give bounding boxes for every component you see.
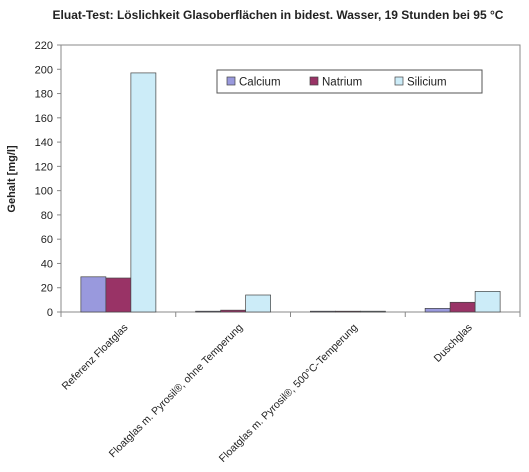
y-tick-label: 40	[41, 258, 53, 270]
bar-calcium	[195, 310, 221, 313]
y-tick-label: 0	[47, 307, 53, 319]
y-tick-label: 200	[35, 64, 53, 76]
legend-swatch	[309, 76, 319, 86]
legend-label: Natrium	[322, 77, 362, 89]
y-tick-label: 140	[35, 137, 53, 149]
chart-title: Eluat-Test: Löslichkeit Glasoberflächen …	[53, 8, 504, 22]
y-tick-label: 220	[35, 40, 53, 52]
legend: Calcium Natrium Silicium	[216, 69, 483, 94]
y-axis-label: Gehalt [mg/l]	[6, 145, 18, 213]
bar-calcium	[310, 310, 336, 313]
x-tick-label: Duschglas	[432, 322, 475, 365]
bar-calcium	[424, 308, 451, 313]
legend-label: Silicium	[407, 77, 447, 89]
bar-silicium	[360, 310, 386, 313]
bar-silicium	[245, 294, 271, 313]
legend-box	[216, 69, 483, 94]
legend-label: Calcium	[239, 77, 281, 89]
bar-natrium	[335, 310, 361, 313]
bar-natrium	[105, 277, 132, 313]
plot-area: 0 20 40 60 80 100 120 140 160 180 200 220 Referenz F…	[35, 40, 521, 465]
bar-natrium	[220, 309, 246, 313]
y-tick-label: 60	[41, 234, 53, 246]
y-tick-label: 80	[41, 210, 53, 222]
bar-calcium	[80, 276, 107, 313]
y-tick-label: 180	[35, 89, 53, 101]
x-tick-label: Referenz Floatglas	[60, 322, 131, 393]
legend-swatch	[394, 76, 404, 86]
bar-natrium	[449, 301, 476, 313]
y-tick-label: 120	[35, 161, 53, 173]
bar-silicium	[130, 72, 157, 313]
x-tick-label: Floatglas m. Pyrosil®, 500°C-Temperung	[217, 322, 360, 465]
y-tick-label: 100	[35, 186, 53, 198]
legend-swatch	[226, 76, 236, 86]
bar-silicium	[474, 291, 501, 313]
y-tick-label: 160	[35, 113, 53, 125]
y-tick-label: 20	[41, 283, 53, 295]
x-tick-label: Floatglas m. Pyrosil®, ohne Temperung	[107, 322, 246, 461]
